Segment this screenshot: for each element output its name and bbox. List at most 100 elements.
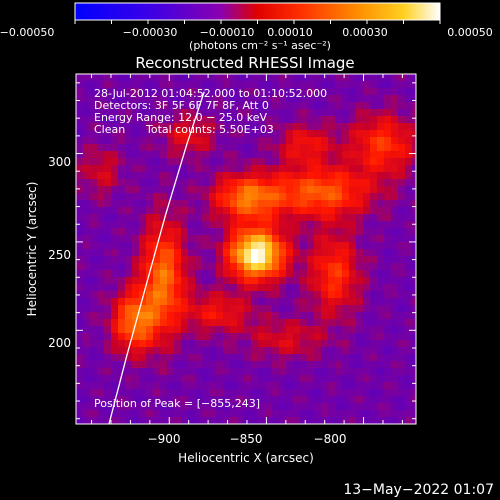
heatmap-cell bbox=[174, 277, 182, 285]
heatmap-cell bbox=[272, 375, 280, 383]
heatmap-cell bbox=[118, 382, 126, 390]
heatmap-cell bbox=[223, 319, 231, 327]
heatmap-cell bbox=[118, 165, 126, 173]
heatmap-cell bbox=[307, 403, 315, 411]
heatmap-cell bbox=[188, 417, 196, 424]
heatmap-cell bbox=[153, 235, 161, 243]
heatmap-cell bbox=[398, 403, 406, 411]
heatmap-cell bbox=[97, 74, 105, 82]
heatmap-cell bbox=[258, 340, 266, 348]
heatmap-cell bbox=[139, 221, 147, 229]
heatmap-cell bbox=[405, 319, 413, 327]
heatmap-cell bbox=[265, 291, 273, 299]
heatmap-cell bbox=[321, 207, 329, 215]
heatmap-cell bbox=[160, 193, 168, 201]
heatmap-cell bbox=[76, 228, 84, 236]
heatmap-cell bbox=[328, 312, 336, 320]
heatmap-cell bbox=[83, 172, 91, 180]
heatmap-cell bbox=[146, 102, 154, 110]
heatmap-cell bbox=[272, 354, 280, 362]
heatmap-cell bbox=[195, 396, 203, 404]
heatmap-cell bbox=[286, 88, 294, 96]
heatmap-cell bbox=[153, 340, 161, 348]
heatmap-cell bbox=[398, 319, 406, 327]
heatmap-cell bbox=[377, 165, 385, 173]
heatmap-cell bbox=[377, 277, 385, 285]
heatmap-cell bbox=[111, 326, 119, 334]
heatmap-cell bbox=[286, 396, 294, 404]
x-tick-label: −900 bbox=[148, 432, 181, 446]
heatmap-cell bbox=[342, 158, 350, 166]
heatmap-cell bbox=[412, 123, 416, 131]
heatmap-cell bbox=[405, 137, 413, 145]
heatmap-cell bbox=[328, 123, 336, 131]
heatmap-cell bbox=[104, 137, 112, 145]
heatmap-cell bbox=[188, 158, 196, 166]
heatmap-cell bbox=[167, 130, 175, 138]
heatmap-cell bbox=[188, 200, 196, 208]
heatmap-cell bbox=[195, 214, 203, 222]
heatmap-cell bbox=[391, 368, 399, 376]
heatmap-cell bbox=[111, 235, 119, 243]
heatmap-cell bbox=[398, 305, 406, 313]
heatmap-cell bbox=[223, 144, 231, 152]
heatmap-cell bbox=[223, 410, 231, 418]
heatmap-cell bbox=[265, 277, 273, 285]
heatmap-cell bbox=[272, 116, 280, 124]
heatmap-cell bbox=[97, 326, 105, 334]
heatmap-cell bbox=[307, 410, 315, 418]
heatmap-cell bbox=[321, 179, 329, 187]
heatmap-cell bbox=[377, 186, 385, 194]
heatmap-cell bbox=[356, 305, 364, 313]
heatmap-cell bbox=[328, 333, 336, 341]
heatmap-cell bbox=[342, 284, 350, 292]
heatmap-cell bbox=[412, 277, 416, 285]
heatmap-cell bbox=[286, 165, 294, 173]
heatmap-cell bbox=[300, 74, 308, 82]
heatmap-cell bbox=[279, 396, 287, 404]
heatmap-cell bbox=[237, 242, 245, 250]
heatmap-cell bbox=[76, 270, 84, 278]
heatmap-cell bbox=[90, 74, 98, 82]
heatmap-cell bbox=[244, 123, 252, 131]
heatmap-cell bbox=[237, 403, 245, 411]
heatmap-cell bbox=[76, 186, 84, 194]
heatmap-cell bbox=[160, 165, 168, 173]
heatmap-cell bbox=[90, 95, 98, 103]
heatmap-cell bbox=[111, 305, 119, 313]
heatmap-cell bbox=[244, 151, 252, 159]
heatmap-cell bbox=[321, 88, 329, 96]
heatmap-cell bbox=[209, 305, 217, 313]
heatmap-cell bbox=[223, 74, 231, 82]
heatmap-cell bbox=[342, 368, 350, 376]
heatmap-cell bbox=[363, 193, 371, 201]
heatmap-cell bbox=[279, 81, 287, 89]
heatmap-cell bbox=[398, 347, 406, 355]
heatmap-cell bbox=[209, 74, 217, 82]
heatmap-cell bbox=[279, 256, 287, 264]
heatmap-cell bbox=[230, 333, 238, 341]
heatmap-cell bbox=[132, 256, 140, 264]
heatmap-cell bbox=[251, 403, 259, 411]
heatmap-cell bbox=[160, 235, 168, 243]
heatmap-cell bbox=[300, 319, 308, 327]
heatmap-cell bbox=[104, 284, 112, 292]
heatmap-cell bbox=[97, 81, 105, 89]
heatmap-cell bbox=[356, 326, 364, 334]
heatmap-cell bbox=[307, 88, 315, 96]
heatmap-cell bbox=[412, 375, 416, 383]
heatmap-cell bbox=[286, 312, 294, 320]
heatmap-cell bbox=[202, 368, 210, 376]
heatmap-cell bbox=[342, 410, 350, 418]
heatmap-cell bbox=[181, 130, 189, 138]
heatmap-cell bbox=[97, 368, 105, 376]
heatmap-cell bbox=[342, 291, 350, 299]
heatmap-cell bbox=[279, 298, 287, 306]
heatmap-cell bbox=[307, 74, 315, 82]
heatmap-cell bbox=[342, 277, 350, 285]
heatmap-cell bbox=[132, 137, 140, 145]
heatmap-cell bbox=[97, 410, 105, 418]
heatmap-cell bbox=[265, 382, 273, 390]
heatmap-cell bbox=[90, 186, 98, 194]
